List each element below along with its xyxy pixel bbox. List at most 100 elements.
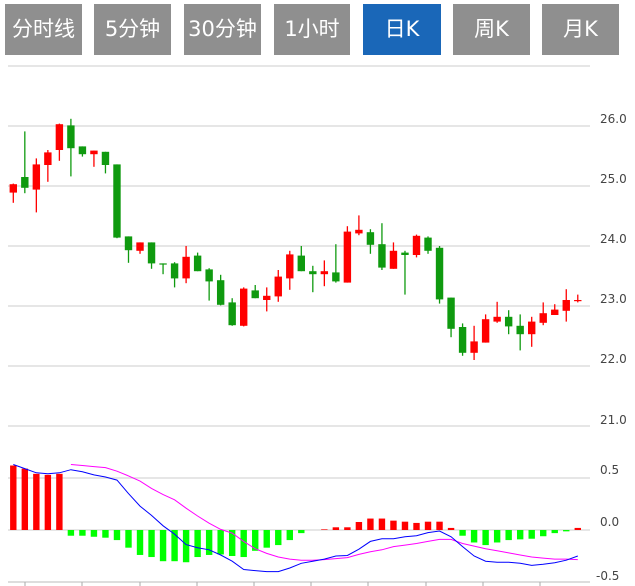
candle-body — [401, 252, 409, 255]
macd-bar — [505, 530, 512, 541]
candle-body — [216, 280, 225, 305]
macd-axis: 0.5 0.0 -0.5 — [596, 463, 619, 583]
macd-bar — [332, 527, 340, 530]
candle — [447, 297, 455, 338]
candle-body — [101, 151, 110, 165]
candle — [170, 262, 179, 288]
candle — [458, 323, 467, 356]
macd-bar — [240, 530, 247, 558]
candle — [124, 236, 133, 263]
candle — [55, 123, 64, 161]
macd-bar — [90, 530, 98, 537]
macd-bar — [563, 530, 570, 532]
candle — [539, 302, 547, 326]
macd-bar — [56, 473, 63, 530]
candle-body — [90, 150, 98, 155]
candle — [67, 118, 75, 177]
candle-body — [435, 247, 444, 300]
macd-bar — [447, 527, 455, 530]
candle — [378, 223, 386, 270]
macd-bar — [298, 530, 305, 534]
candle — [516, 314, 524, 351]
candle-body — [378, 244, 386, 268]
candle-body — [124, 236, 133, 251]
candle-body — [320, 271, 329, 275]
macd-bar — [424, 521, 432, 530]
macd-bar — [217, 530, 224, 555]
price-tick: 21.0 — [600, 413, 627, 427]
tab-5min[interactable]: 5分钟 — [94, 4, 171, 55]
candle-body — [274, 276, 282, 297]
macd-bar — [263, 530, 270, 548]
candle — [193, 252, 202, 272]
macd-bar — [413, 522, 420, 530]
macd-bar — [540, 530, 547, 537]
candle-body — [251, 290, 259, 299]
price-axis: 26.0 25.0 24.0 23.0 22.0 21.0 — [600, 112, 627, 427]
tab-daily-k[interactable]: 日K — [363, 4, 441, 55]
macd-bar — [436, 521, 443, 530]
candle-body — [297, 255, 305, 272]
candle-body — [309, 271, 317, 275]
candle-body — [528, 321, 536, 335]
candle — [401, 250, 409, 295]
candle — [274, 270, 282, 302]
candle — [320, 260, 329, 287]
candle-body — [470, 341, 478, 353]
candle-body — [193, 255, 202, 272]
macd-bar — [136, 530, 144, 555]
candle-body — [355, 229, 363, 234]
macd-bar — [493, 530, 501, 543]
candle — [355, 215, 363, 236]
tab-weekly-k[interactable]: 周K — [453, 4, 530, 55]
candle — [412, 234, 421, 258]
tab-monthly-k[interactable]: 月K — [542, 4, 619, 55]
candle-body — [44, 152, 52, 165]
tab-intraday[interactable]: 分时线 — [5, 4, 82, 55]
candle — [366, 229, 375, 254]
tab-30min[interactable]: 30分钟 — [184, 4, 261, 55]
candle — [182, 246, 190, 284]
macd-bar — [574, 527, 581, 530]
macd-bar — [113, 530, 121, 541]
candle-body — [55, 124, 64, 150]
candle — [78, 146, 87, 157]
macd-bar — [401, 521, 409, 530]
candle — [32, 158, 41, 213]
candle-body — [159, 263, 167, 265]
macd-bar — [182, 530, 190, 563]
candle — [228, 298, 236, 326]
macd-bar — [459, 530, 466, 536]
macd-bar — [516, 530, 524, 540]
candle — [136, 242, 144, 254]
candle-body — [447, 297, 455, 329]
macd-bar — [159, 530, 167, 562]
candle-body — [332, 272, 340, 282]
candle-body — [389, 250, 398, 269]
candle — [9, 183, 17, 203]
candle — [263, 287, 271, 312]
tab-1hour[interactable]: 1小时 — [274, 4, 350, 55]
macd-tick: 0.0 — [600, 515, 619, 529]
candle-body — [263, 295, 271, 300]
candle-body — [228, 302, 236, 326]
candle-body — [551, 309, 559, 315]
macd-tick: -0.5 — [596, 569, 619, 583]
macd-bar — [10, 465, 17, 530]
macd-bar — [528, 530, 535, 539]
candle-body — [562, 300, 570, 311]
candle — [113, 164, 121, 239]
candle-body — [182, 256, 190, 279]
candle — [159, 263, 167, 275]
candle — [309, 265, 317, 293]
price-tick: 26.0 — [600, 112, 627, 126]
macd-panel — [8, 464, 590, 586]
dif-line — [13, 464, 578, 573]
price-grid — [8, 65, 590, 427]
candle-body — [170, 263, 179, 279]
macd-bar — [344, 527, 351, 530]
candle-body — [205, 269, 213, 282]
candle — [493, 301, 501, 323]
macd-bar — [390, 520, 397, 530]
